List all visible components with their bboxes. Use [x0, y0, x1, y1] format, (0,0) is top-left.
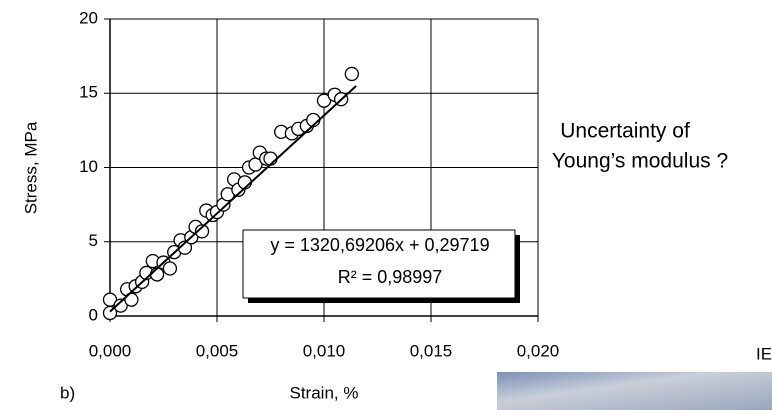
trendline	[109, 85, 357, 313]
y-tick-label: 20	[79, 8, 98, 27]
data-point	[344, 66, 359, 82]
r-squared: R² = 0,98997	[338, 267, 443, 287]
x-tick-label: 0,015	[410, 341, 453, 360]
annotation: Young’s modulus ?	[552, 150, 728, 173]
data-point	[113, 298, 128, 313]
data-point	[194, 224, 210, 239]
equation: y = 1320,69206x + 0,29719	[270, 235, 489, 255]
data-point	[162, 261, 178, 276]
panel-label: b)	[60, 383, 75, 402]
corner-text: IE(	[756, 344, 772, 363]
x-tick-label: 0,020	[517, 341, 560, 360]
data-point	[149, 267, 165, 282]
x-tick-label: 0,005	[196, 341, 239, 360]
y-tick-label: 0	[89, 305, 98, 324]
y-tick-label: 10	[79, 157, 98, 176]
y-axis-label: Stress, MPa	[21, 121, 40, 214]
equation-box	[242, 229, 516, 299]
y-tick-label: 15	[79, 83, 98, 102]
data-point	[316, 93, 332, 108]
x-tick-label: 0,000	[89, 341, 132, 360]
y-tick-label: 5	[89, 231, 98, 250]
photo-fragment	[497, 372, 772, 410]
x-tick-label: 0,010	[303, 341, 346, 360]
data-point	[102, 292, 118, 307]
annotation: Uncertainty of	[560, 120, 690, 143]
x-axis-label: Strain, %	[290, 383, 359, 402]
